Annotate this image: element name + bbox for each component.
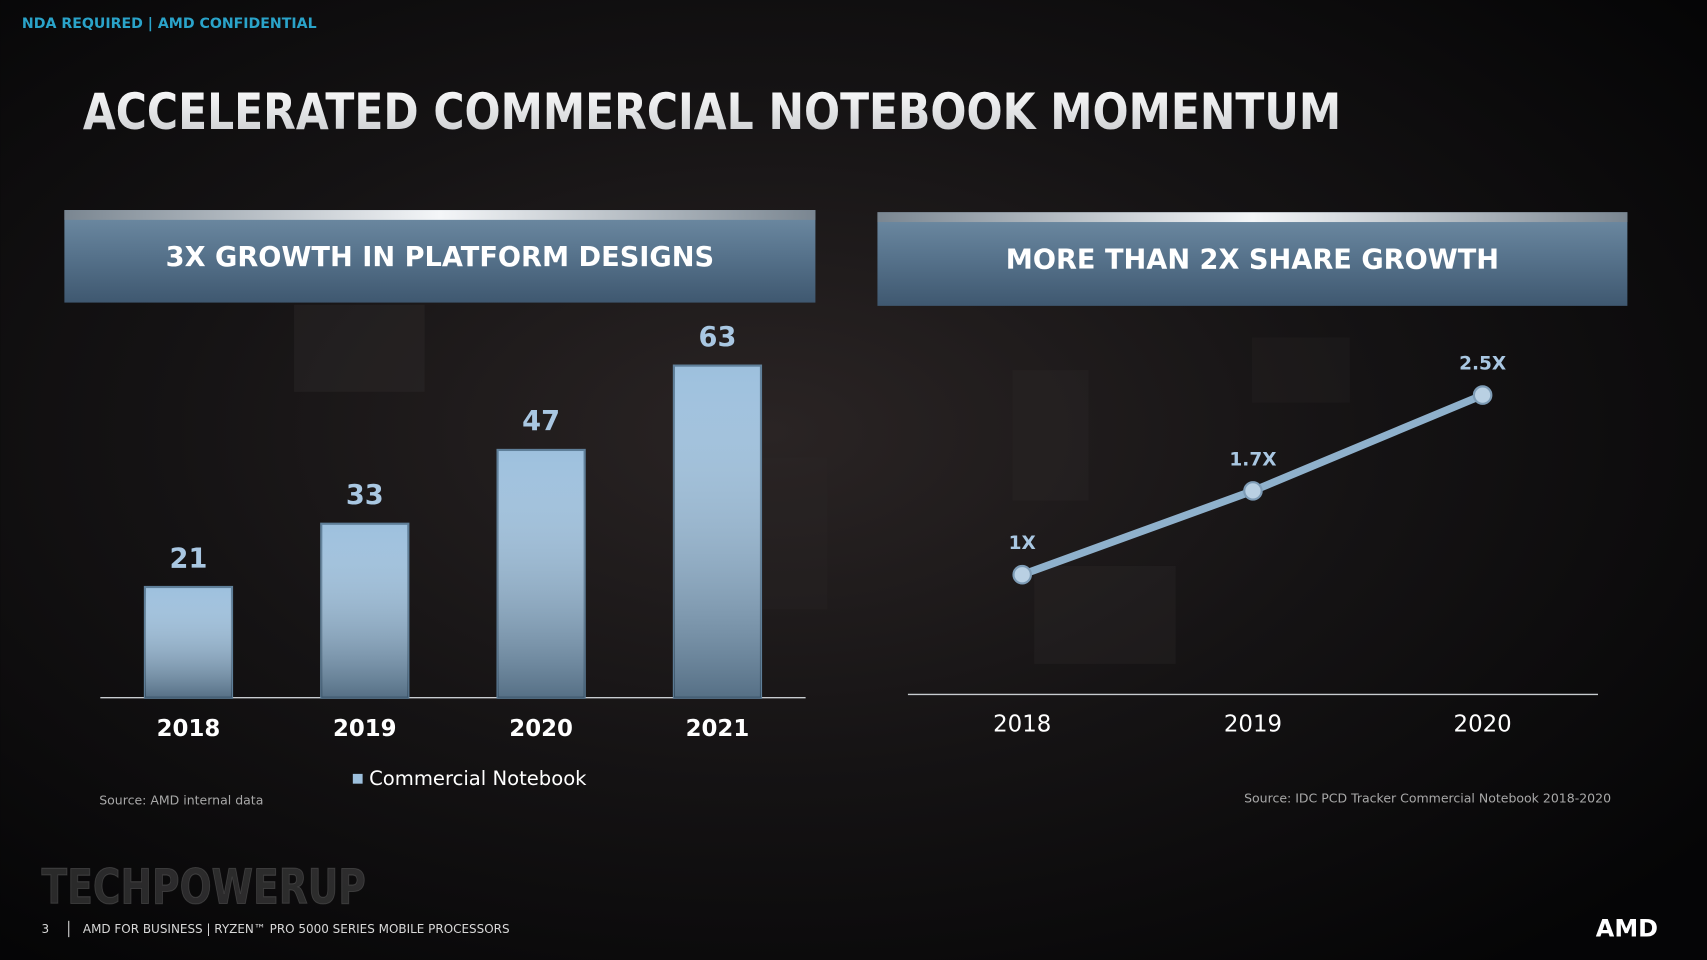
watermark: TECHPOWERUP xyxy=(42,860,366,915)
panel-banner-strip xyxy=(877,212,1628,223)
bar-shade xyxy=(144,586,233,698)
page-number: 3 xyxy=(42,922,50,936)
point xyxy=(1243,481,1263,501)
x-tick-label: 2021 xyxy=(686,716,750,742)
amd-logo: AMD xyxy=(1596,915,1658,943)
panel-banner xyxy=(877,212,1628,306)
x-tick-label: 2018 xyxy=(993,711,1051,737)
value-label: 1.7X xyxy=(1229,449,1276,470)
value-label: 47 xyxy=(522,406,560,437)
value-label: 2.5X xyxy=(1459,354,1506,375)
panel-title: 3X GROWTH IN PLATFORM DESIGNS xyxy=(166,242,714,273)
x-tick-label: 2020 xyxy=(509,716,573,742)
value-label: 21 xyxy=(170,543,208,574)
slide-title: ACCELERATED COMMERCIAL NOTEBOOK MOMENTUM xyxy=(83,83,1341,141)
source-note: Source: IDC PCD Tracker Commercial Noteb… xyxy=(1244,790,1611,805)
footer-text: AMD FOR BUSINESS | RYZEN™ PRO 5000 SERIE… xyxy=(83,922,510,936)
x-tick-label: 2019 xyxy=(1224,711,1282,737)
panel-banner-strip xyxy=(64,210,816,220)
value-label: 33 xyxy=(346,480,384,511)
x-tick-label: 2019 xyxy=(333,716,397,742)
background-pattern xyxy=(294,304,1350,664)
confidential-note: NDA REQUIRED | AMD CONFIDENTIAL xyxy=(22,16,317,32)
value-label: 63 xyxy=(699,322,737,353)
value-label: 1X xyxy=(1009,533,1036,554)
x-tick-label: 2018 xyxy=(157,716,221,742)
bar-shade xyxy=(673,365,761,698)
x-tick-label: 2020 xyxy=(1454,711,1512,737)
legend-swatch xyxy=(352,773,363,784)
panel-banner xyxy=(64,210,816,303)
legend-label: Commercial Notebook xyxy=(369,767,587,790)
point xyxy=(1012,564,1033,585)
bar-shade xyxy=(321,523,409,698)
bar-shade xyxy=(497,449,585,698)
source-note: Source: AMD internal data xyxy=(99,793,263,808)
panel-title: MORE THAN 2X SHARE GROWTH xyxy=(1006,245,1499,276)
point xyxy=(1472,385,1493,405)
